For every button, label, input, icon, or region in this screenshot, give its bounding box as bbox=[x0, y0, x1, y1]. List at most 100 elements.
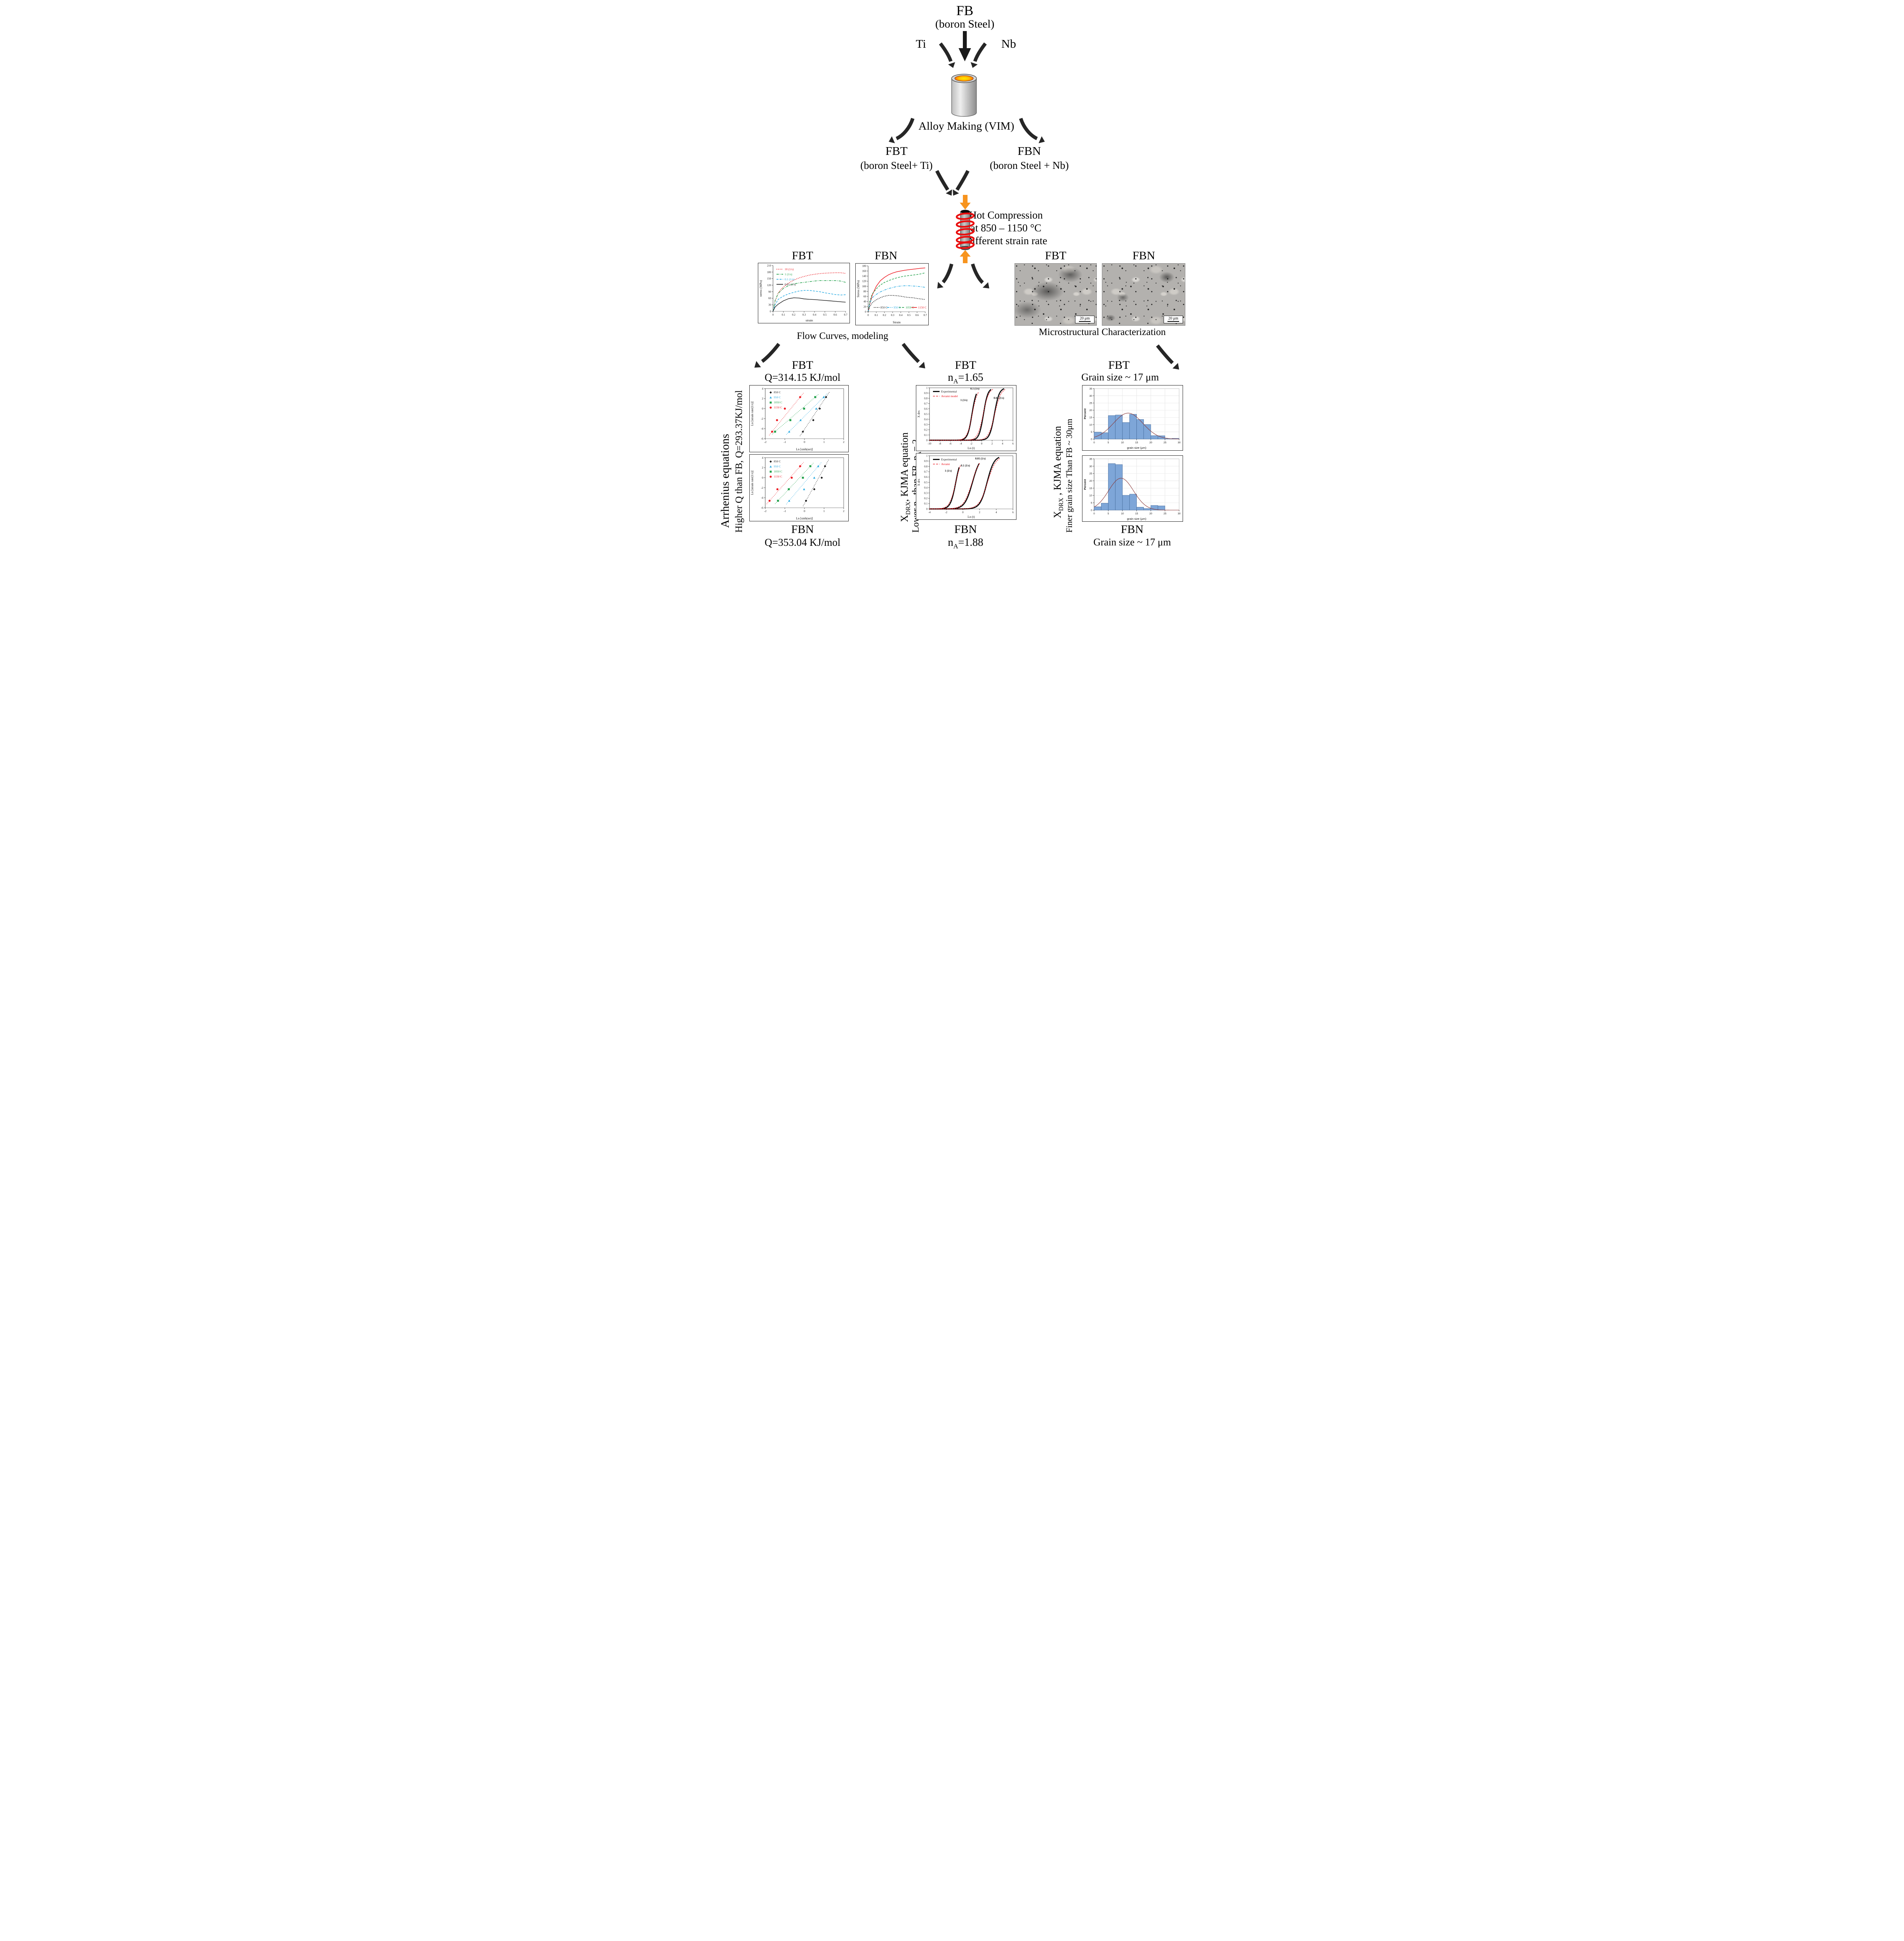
svg-text:40: 40 bbox=[863, 300, 867, 303]
svg-text:4: 4 bbox=[762, 456, 763, 459]
flow-caption: Flow Curves, modeling bbox=[797, 331, 888, 341]
svg-text:60: 60 bbox=[768, 297, 771, 300]
svg-text:0.2: 0.2 bbox=[924, 428, 928, 431]
fbt-label: FBT bbox=[885, 144, 908, 158]
curved-arrow-nb bbox=[973, 42, 987, 62]
hist-fbn-title: FBN bbox=[1121, 523, 1144, 536]
micro-fbt-title: FBT bbox=[1045, 249, 1067, 262]
svg-text:1: 1 bbox=[926, 454, 928, 457]
micro-caption: Microstructural Characterization bbox=[1039, 327, 1166, 337]
hist-fbt-grain: Grain size ~ 17 μm bbox=[1081, 372, 1159, 383]
figure-canvas: FB (boron Steel) Ti Nb Alloy Making (VIM… bbox=[714, 0, 1190, 561]
svg-text:0: 0 bbox=[981, 442, 983, 445]
svg-text:1 (1/s): 1 (1/s) bbox=[961, 399, 968, 402]
svg-text:2: 2 bbox=[992, 442, 993, 445]
svg-text:950 C: 950 C bbox=[774, 465, 781, 468]
svg-text:0.4: 0.4 bbox=[899, 314, 903, 317]
kjma-fbn-na: nA=1.88 bbox=[948, 536, 983, 550]
grainsize-rotated-label-2: Finer grain size Than FB ~ 30μm bbox=[1064, 418, 1074, 533]
svg-text:2: 2 bbox=[843, 440, 844, 444]
scale-bar-label: 20 μm bbox=[1168, 316, 1178, 321]
svg-text:-4: -4 bbox=[761, 427, 763, 431]
svg-text:180: 180 bbox=[767, 271, 771, 274]
svg-text:Avrami: Avrami bbox=[941, 462, 950, 466]
flow-fbn-title: FBN bbox=[874, 249, 898, 262]
svg-text:-2: -2 bbox=[764, 509, 766, 513]
curved-arrow-to-arrhenius bbox=[761, 343, 780, 363]
svg-text:0: 0 bbox=[1091, 438, 1092, 441]
svg-text:0.3: 0.3 bbox=[891, 314, 895, 317]
curved-arrow-to-grainsize bbox=[1156, 344, 1174, 365]
svg-text:850 C: 850 C bbox=[774, 391, 781, 394]
hot-compression-line1: Hot Compression bbox=[969, 209, 1043, 221]
svg-text:20: 20 bbox=[1149, 512, 1152, 515]
svg-text:0: 0 bbox=[804, 509, 805, 513]
svg-text:X drx: X drx bbox=[917, 410, 921, 417]
svg-text:1050 C: 1050 C bbox=[774, 470, 782, 473]
svg-text:60: 60 bbox=[863, 295, 867, 298]
svg-text:-6: -6 bbox=[761, 506, 763, 509]
svg-text:0: 0 bbox=[926, 507, 928, 510]
svg-text:0.6: 0.6 bbox=[916, 314, 919, 317]
svg-text:1050 C: 1050 C bbox=[905, 306, 914, 309]
svg-text:Avrami model: Avrami model bbox=[941, 394, 958, 398]
svg-text:160: 160 bbox=[862, 270, 867, 273]
svg-text:0.7: 0.7 bbox=[924, 402, 928, 405]
svg-text:X drx: X drx bbox=[917, 479, 921, 486]
crucible-icon bbox=[951, 74, 977, 117]
svg-text:0.1 (1/s): 0.1 (1/s) bbox=[970, 387, 980, 391]
svg-text:Experimental: Experimental bbox=[941, 458, 957, 461]
fbt-micrograph: 20 μm bbox=[1015, 263, 1097, 326]
scale-bar: 20 μm bbox=[1075, 315, 1094, 323]
curved-arrow-fbt-to-hot bbox=[935, 170, 949, 191]
curved-arrow-to-micro bbox=[971, 263, 984, 284]
arrhenius-rotated-label-1: Arrhenius equations bbox=[719, 434, 731, 528]
svg-text:Ln (t): Ln (t) bbox=[968, 446, 975, 450]
kjma-rotated-label-1: XDRX, KJMA equation bbox=[899, 432, 912, 522]
svg-text:-4: -4 bbox=[960, 442, 962, 445]
svg-text:30: 30 bbox=[1178, 512, 1181, 515]
kjma-fbt-na: nA=1.65 bbox=[948, 372, 983, 385]
svg-text:0.5: 0.5 bbox=[907, 314, 911, 317]
ti-label: Ti bbox=[916, 37, 926, 50]
svg-text:-2: -2 bbox=[764, 440, 766, 444]
hot-compression-line3: Different strain rate bbox=[964, 235, 1048, 247]
svg-text:4: 4 bbox=[762, 387, 763, 390]
svg-text:30: 30 bbox=[1089, 465, 1093, 468]
svg-text:0.8: 0.8 bbox=[924, 465, 928, 468]
svg-text:150: 150 bbox=[767, 277, 771, 280]
arr-fbt-title: FBT bbox=[792, 359, 813, 372]
svg-text:0: 0 bbox=[865, 310, 867, 313]
svg-text:0: 0 bbox=[762, 407, 763, 410]
svg-text:1150 C: 1150 C bbox=[918, 306, 927, 309]
svg-text:25: 25 bbox=[1164, 441, 1167, 444]
svg-text:5: 5 bbox=[1108, 441, 1109, 444]
svg-text:0.8: 0.8 bbox=[924, 397, 928, 400]
svg-text:-8: -8 bbox=[939, 442, 941, 445]
svg-text:0.1: 0.1 bbox=[782, 313, 785, 316]
svg-text:850 C: 850 C bbox=[774, 460, 781, 463]
svg-text:4: 4 bbox=[995, 511, 997, 514]
svg-text:-4: -4 bbox=[761, 496, 763, 500]
svg-text:210: 210 bbox=[767, 264, 771, 267]
svg-text:1 (1/s): 1 (1/s) bbox=[785, 273, 792, 276]
svg-text:25: 25 bbox=[1089, 472, 1093, 475]
fbt-arrhenius-chart: -2 -1 0 1 2 -6 -4 -2 0 2 4 Ln [sinh(ασ)] Ln [strain … bbox=[749, 385, 849, 452]
fbn-kjma-chart: -4 -2 0 2 4 6 0 0.1 0.2 0.3 0.4 0.5 0.6 0.7 0.8 0.9 1 Ln … bbox=[916, 453, 1016, 520]
svg-text:0: 0 bbox=[804, 440, 805, 444]
svg-text:-2: -2 bbox=[761, 417, 763, 420]
svg-text:Ln [strain rate(1/s)]: Ln [strain rate(1/s)] bbox=[750, 470, 754, 495]
svg-text:4: 4 bbox=[1002, 442, 1003, 445]
svg-text:0.4: 0.4 bbox=[924, 418, 928, 421]
svg-text:15: 15 bbox=[1089, 487, 1093, 490]
svg-text:35: 35 bbox=[1089, 458, 1093, 460]
curved-arrow-ti bbox=[939, 42, 953, 62]
svg-text:80: 80 bbox=[863, 290, 867, 293]
svg-text:0.3: 0.3 bbox=[803, 313, 806, 316]
svg-text:15: 15 bbox=[1135, 512, 1138, 515]
svg-text:-1: -1 bbox=[783, 509, 786, 513]
curved-arrow-to-fbt bbox=[895, 118, 915, 141]
svg-text:180: 180 bbox=[862, 264, 867, 267]
svg-text:Ln [sinh(ασ)]: Ln [sinh(ασ)] bbox=[796, 517, 813, 520]
svg-text:20: 20 bbox=[1089, 409, 1093, 412]
